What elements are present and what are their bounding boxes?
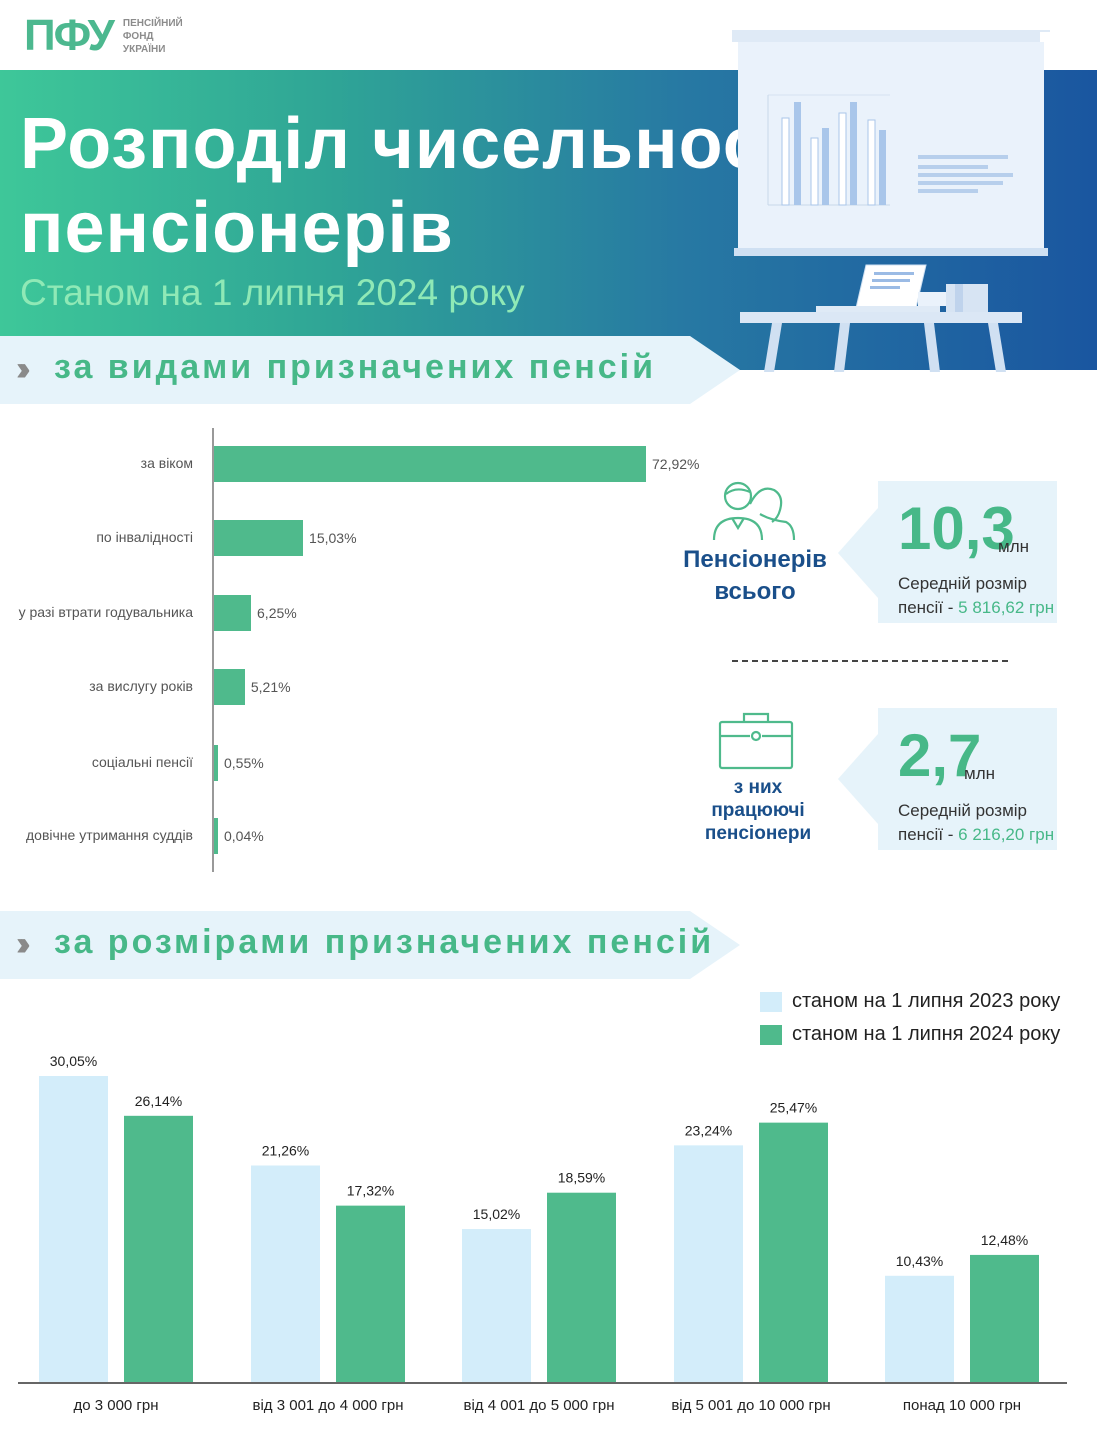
column-bar xyxy=(336,1205,405,1382)
hbar-category-label: у разі втрати годувальника xyxy=(18,604,193,620)
logo-line-2: ФОНД xyxy=(122,30,154,42)
working-value: 2,7 xyxy=(898,722,982,789)
section-header-by-type: ›› за видами призначених пенсій xyxy=(0,336,740,404)
chevron-right-icon: ›› xyxy=(16,350,30,388)
column-value-label: 26,14% xyxy=(135,1093,182,1109)
column-value-label: 10,43% xyxy=(896,1253,943,1269)
hbar-row: за вислугу років 5,21% xyxy=(0,669,700,705)
hbar-category-label: довічне утримання суддів xyxy=(26,827,193,843)
hbar-category-label: за вислугу років xyxy=(89,678,193,694)
briefcase-icon xyxy=(718,712,794,770)
column-bar xyxy=(462,1229,531,1382)
working-caption-line-3: пенсіонери xyxy=(704,823,812,844)
page-title: Розподіл чисельності пенсіонерів xyxy=(20,102,821,270)
page-subtitle: Станом на 1 липня 2024 року xyxy=(20,272,525,313)
column-category-label: до 3 000 грн xyxy=(73,1397,158,1414)
total-value: 10,3 xyxy=(898,495,1015,562)
hbar-category-label: за віком xyxy=(140,455,193,471)
hbar-value-label: 15,03% xyxy=(309,530,357,546)
total-caption-line-1: Пенсіонерів xyxy=(683,546,827,573)
working-avg-pension: 6 216,20 грн xyxy=(958,825,1055,844)
hbar-row: по інвалідності 15,03% xyxy=(0,520,700,556)
column-category-label: від 4 001 до 5 000 грн xyxy=(464,1397,615,1414)
working-caption-line-2: працюючі xyxy=(711,800,805,821)
total-desc-line-1: Середній розмір xyxy=(898,574,1028,593)
column-value-label: 30,05% xyxy=(50,1053,97,1069)
column-bar xyxy=(674,1145,743,1382)
total-avg-pension: 5 816,62 грн xyxy=(958,598,1055,617)
column-bar xyxy=(124,1115,193,1382)
working-desc-line-1: Середній розмір xyxy=(898,801,1028,820)
hbar-row: соціальні пенсії 0,55% xyxy=(0,745,700,781)
board-top-rail xyxy=(732,30,1050,42)
column-bar xyxy=(759,1122,828,1382)
column-category-label: від 5 001 до 10 000 грн xyxy=(671,1397,830,1414)
total-desc-prefix: пенсії - xyxy=(898,598,959,617)
column-bar xyxy=(970,1254,1039,1382)
hbar-category-label: по інвалідності xyxy=(96,529,193,545)
total-stat-panel: 10,3 млн Середній розмір пенсії - 5 816,… xyxy=(878,481,1057,623)
column-value-label: 15,02% xyxy=(473,1206,520,1222)
legend-swatch xyxy=(760,1025,782,1045)
hbar-axis xyxy=(212,428,214,872)
hbar-value-label: 5,21% xyxy=(250,679,291,695)
column-value-label: 12,48% xyxy=(981,1232,1028,1248)
hbar-row: у разі втрати годувальника 6,25% xyxy=(0,595,700,631)
working-unit: млн xyxy=(964,764,995,783)
column-value-label: 23,24% xyxy=(685,1122,732,1138)
hbar-value-label: 72,92% xyxy=(652,456,700,472)
hbar-row: за віком 72,92% xyxy=(0,446,700,482)
column-bar xyxy=(885,1275,954,1382)
hbar-bar xyxy=(214,595,252,631)
hbar-value-label: 0,55% xyxy=(224,755,264,771)
hbar-bar xyxy=(214,520,304,556)
column-bar xyxy=(547,1192,616,1382)
legend-label: станом на 1 липня 2024 року xyxy=(792,1023,1061,1045)
column-value-label: 17,32% xyxy=(347,1183,394,1199)
hbar-bar xyxy=(214,818,218,854)
working-stat-panel: 2,7 млн Середній розмір пенсії - 6 216,2… xyxy=(878,708,1057,850)
working-desc-prefix: пенсії - xyxy=(898,825,959,844)
title-line-1: Розподіл чисельності xyxy=(20,104,821,184)
working-caption: з них працюючі пенсіонери xyxy=(690,776,826,845)
working-caption-line-1: з них xyxy=(733,777,783,798)
section-title: за видами призначених пенсій xyxy=(54,348,656,386)
logo-line-1: ПЕНСІЙНИЙ xyxy=(122,17,183,29)
hbar-bar xyxy=(214,669,245,705)
column-value-label: 21,26% xyxy=(262,1143,309,1159)
desk xyxy=(740,312,1022,323)
section-title: за розмірами призначених пенсій xyxy=(54,923,715,961)
logo-mark: ПФУ xyxy=(24,11,115,60)
column-bar xyxy=(39,1076,108,1382)
hbar-category-label: соціальні пенсії xyxy=(91,754,193,770)
title-line-2: пенсіонерів xyxy=(20,188,454,268)
hbar-bar xyxy=(214,745,218,781)
legend-item-2023: станом на 1 липня 2023 року xyxy=(760,990,1060,1014)
column-category-label: від 3 001 до 4 000 грн xyxy=(253,1397,404,1414)
total-unit: млн xyxy=(998,537,1029,556)
hbar-bar xyxy=(214,446,646,482)
logo-line-3: УКРАЇНИ xyxy=(122,43,166,55)
column-value-label: 25,47% xyxy=(770,1100,817,1116)
hbar-row: довічне утримання суддів 0,04% xyxy=(0,818,700,854)
logo-text: ПЕНСІЙНИЙ ФОНД УКРАЇНИ xyxy=(123,17,183,56)
divider-dashed xyxy=(732,660,1008,662)
working-desc: Середній розмір пенсії - 6 216,20 грн xyxy=(898,799,1068,847)
column-value-label: 18,59% xyxy=(558,1170,605,1186)
column-bar xyxy=(251,1165,320,1382)
presentation-board-illustration xyxy=(732,30,1050,372)
section-header-by-size: ›› за розмірами призначених пенсій xyxy=(0,911,740,979)
total-caption-line-2: всього xyxy=(714,578,796,605)
pfu-logo: ПФУ ПЕНСІЙНИЙ ФОНД УКРАЇНИ xyxy=(24,14,183,58)
legend-label: станом на 1 липня 2023 року xyxy=(792,990,1061,1012)
chevron-right-icon: ›› xyxy=(16,925,30,963)
legend-swatch xyxy=(760,992,782,1012)
hbar-value-label: 6,25% xyxy=(257,605,297,621)
total-caption: Пенсіонерів всього xyxy=(680,544,830,608)
pensioners-icon xyxy=(712,481,796,541)
hbar-value-label: 0,04% xyxy=(224,828,264,844)
legend-item-2024: станом на 1 липня 2024 року xyxy=(760,1023,1060,1047)
column-category-label: понад 10 000 грн xyxy=(903,1397,1021,1414)
total-desc: Середній розмір пенсії - 5 816,62 грн xyxy=(898,572,1068,620)
